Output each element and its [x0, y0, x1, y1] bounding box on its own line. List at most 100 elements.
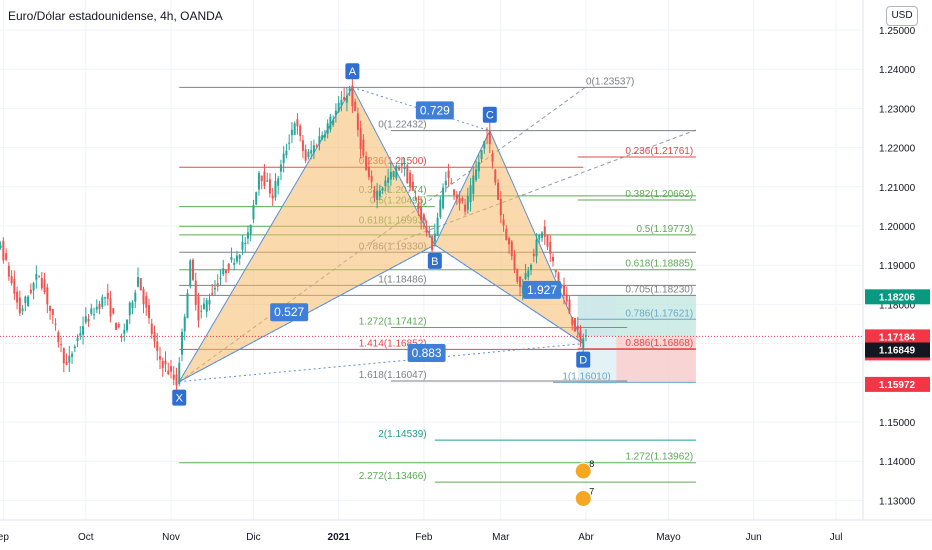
candle-body	[444, 180, 447, 186]
candle-body	[197, 296, 200, 321]
candle-body	[112, 308, 115, 314]
candle-body	[323, 134, 326, 138]
ratio-badge	[270, 303, 309, 322]
candle-body	[576, 325, 579, 331]
candle-body	[318, 136, 321, 145]
candle-body	[425, 227, 428, 233]
candle-body	[475, 169, 478, 181]
candle-body	[461, 198, 464, 202]
candle-body	[439, 199, 442, 217]
price-badge-bg	[865, 376, 930, 392]
fib-level-label: 1(1.16010)	[562, 371, 610, 382]
candle-body	[62, 348, 65, 364]
candle-body	[488, 131, 491, 145]
candle-body	[516, 268, 519, 282]
currency-button[interactable]: USD	[886, 6, 918, 26]
candle-body	[257, 172, 260, 190]
candle-body	[60, 344, 63, 346]
candle-body	[224, 270, 227, 274]
candle-body	[312, 145, 315, 153]
candle-body	[450, 182, 453, 184]
fib-level-label: 2(1.14539)	[378, 429, 426, 440]
candle-body	[54, 323, 57, 325]
candle-body	[76, 337, 79, 342]
candle-body	[159, 356, 162, 360]
candle-body	[505, 229, 508, 241]
ratio-badge	[407, 344, 446, 363]
candle-body	[571, 317, 574, 325]
time-axis[interactable]: ep Oct Nov Dic 2021 Feb Mar Abr Mayo Jun Jul	[0, 519, 932, 550]
candle-body	[348, 88, 351, 91]
candle-body	[499, 198, 502, 216]
candle-body	[137, 277, 140, 287]
candle-body	[508, 238, 511, 245]
candle-body	[156, 341, 159, 351]
candle-body	[109, 298, 112, 317]
candle-body	[106, 292, 109, 299]
time-tick-label: Abr	[578, 532, 594, 543]
candle-body	[582, 338, 585, 349]
candle-body	[579, 330, 582, 341]
fib-level-label: 1.414(1.16852)	[359, 338, 427, 349]
candle-body	[565, 294, 568, 302]
candle-body	[65, 362, 68, 365]
candle-body	[532, 253, 535, 257]
candle-body	[568, 299, 571, 314]
candle-body	[208, 299, 211, 305]
candle-body	[530, 264, 533, 271]
fib-level-label: 1(1.18486)	[378, 274, 426, 285]
candle-body	[334, 110, 337, 115]
pattern-ratio-line	[179, 244, 436, 383]
candle-body	[304, 149, 307, 161]
candle-body	[170, 366, 172, 372]
candle-body	[139, 277, 142, 291]
time-tick-label: Jul	[830, 532, 843, 543]
candle-body	[145, 296, 148, 308]
candle-body	[524, 273, 527, 280]
candle-body	[123, 330, 126, 334]
candle-body	[367, 166, 370, 178]
price-badge-bg	[865, 329, 930, 345]
ratio-label: 1.927	[527, 283, 557, 297]
candle-body	[436, 217, 439, 236]
candle-body	[35, 274, 38, 280]
candle-body	[301, 140, 304, 151]
candle-body	[310, 150, 313, 154]
candle-body	[172, 374, 175, 380]
candle-body	[43, 279, 46, 292]
candle-body	[213, 287, 216, 290]
point-b-badge	[427, 252, 442, 269]
candle-body	[541, 232, 544, 238]
candle-body	[392, 171, 395, 177]
ratio-badge	[523, 280, 562, 299]
economic-event-icon	[574, 489, 592, 507]
candle-body	[24, 296, 27, 304]
candle-body	[79, 333, 82, 336]
price-tick-label: 1.22000	[879, 144, 916, 155]
candle-body	[84, 316, 87, 323]
time-tick-label: Mar	[492, 532, 510, 543]
candle-body	[189, 260, 192, 287]
candle-body	[420, 206, 423, 220]
candle-body	[128, 302, 131, 316]
price-badge-label: 1.17184	[879, 332, 916, 343]
candle-body	[378, 190, 381, 197]
position-zones	[577, 295, 696, 384]
candle-body	[557, 273, 560, 283]
candle-body	[563, 285, 566, 296]
point-c-label: C	[486, 110, 494, 122]
candle-body	[148, 305, 151, 319]
candle-body	[71, 353, 74, 357]
stop-loss-zone	[616, 336, 696, 383]
time-tick-label: ep	[0, 532, 9, 543]
candle-body	[277, 178, 280, 186]
candle-body	[131, 302, 134, 309]
candle-body	[315, 145, 318, 147]
price-axis[interactable]: 1.25000 1.24000 1.23000 1.22000 1.21000 1.200…	[862, 0, 932, 550]
candle-body	[252, 205, 255, 220]
time-tick-label: Jun	[746, 532, 762, 543]
candle-body	[354, 101, 357, 111]
time-tick-label: 2021	[328, 532, 351, 543]
